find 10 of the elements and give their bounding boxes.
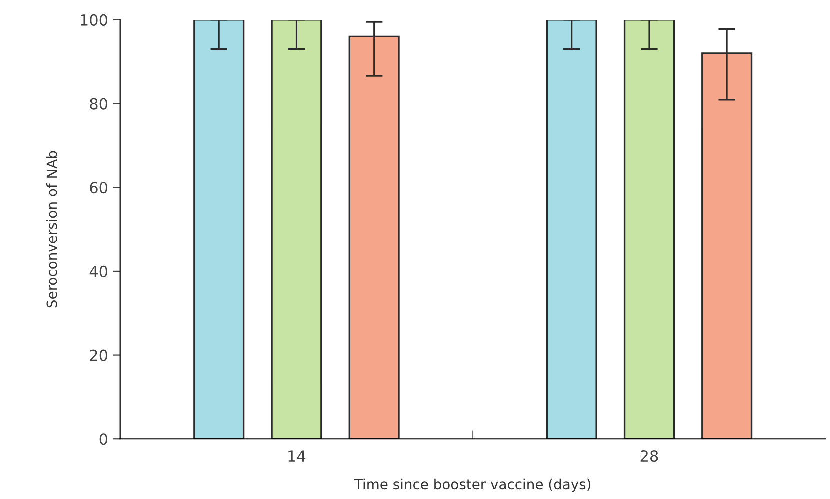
y-tick-label: 40: [90, 266, 108, 278]
y-tick-label: 60: [90, 182, 108, 194]
y-tick-label: 20: [90, 350, 108, 362]
y-tick-label: 0: [100, 434, 108, 446]
x-tick-label: 14: [288, 450, 306, 462]
y-tick-label: 100: [81, 14, 108, 26]
x-tick-label: 28: [640, 450, 658, 462]
y-axis-title: Seroconversion of NAb: [46, 151, 58, 308]
x-axis-title: Time since booster vaccine (days): [354, 478, 591, 492]
y-tick-label: 80: [90, 98, 108, 110]
